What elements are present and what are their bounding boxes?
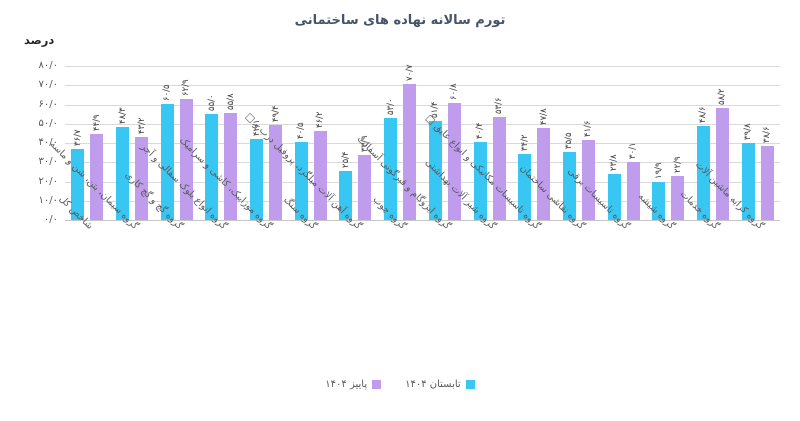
y-axis-tick-label: ۳۰/۰: [38, 156, 58, 168]
bar-summer: [384, 117, 398, 220]
bar-summer: [205, 114, 219, 220]
bar-value-label: ۵۳/۶: [494, 97, 505, 114]
legend-entry-summer: تابستان ۱۴۰۴: [405, 379, 475, 390]
chart-legend: تابستان ۱۴۰۴ پاییز ۱۴۰۴: [0, 379, 800, 390]
legend-entry-autumn: پاییز ۱۴۰۴: [325, 379, 382, 390]
bar-summer: [339, 171, 353, 220]
bar-summer: [652, 181, 666, 220]
bar-value-label: ۴۸/۶: [698, 106, 709, 124]
bar-value-label: ۱۹/۹: [653, 162, 664, 179]
bar-value-label: ۴۷/۸: [538, 108, 549, 125]
bar-summer: [294, 142, 308, 220]
x-axis-line: [65, 220, 780, 221]
gridline: [65, 85, 780, 87]
bar-value-label: ۵۳/۰: [385, 98, 396, 115]
y-axis-tick-label: ۲۰/۰: [38, 175, 58, 187]
bar-value-label: ۲۵/۴: [340, 151, 351, 169]
bar-value-label: ۴۶/۲: [315, 111, 326, 129]
bar-value-label: ۴۱/۶: [583, 120, 594, 137]
bar-autumn: [626, 162, 640, 220]
legend-series-label: پاییز ۱۴۰۴: [325, 379, 368, 390]
bar-value-label: ۶۲/۹: [181, 79, 192, 96]
y-axis-title: درصد: [24, 33, 55, 47]
y-axis-tick-label: ۷۰/۰: [38, 79, 58, 91]
bar-summer: [116, 127, 130, 220]
bar-value-label: ۳۰/۱: [628, 142, 639, 160]
bar-value-label: ۴۰/۵: [296, 122, 307, 140]
y-axis-tick-label: ۰/۰: [43, 214, 58, 225]
bar-summer: [71, 149, 85, 220]
bar-summer: [562, 151, 576, 220]
bar-autumn: [403, 83, 417, 220]
gridline: [65, 66, 780, 67]
bar-autumn: [269, 124, 283, 220]
bar-autumn: [313, 131, 327, 220]
y-axis-tick-label: ۵۰/۰: [38, 117, 58, 129]
y-axis-tick-label: ۸۰/۰: [38, 60, 58, 71]
chart-title: تورم سالانه نهاده های ساختمانی: [294, 13, 506, 28]
bar-autumn: [760, 145, 774, 220]
bar-autumn: [537, 127, 551, 220]
bar-summer: [518, 154, 532, 220]
bar-summer: [696, 126, 710, 220]
bar-summer: [428, 121, 442, 220]
bar-autumn: [671, 175, 685, 220]
legend-color-swatch: [465, 380, 475, 389]
bar-value-label: ۵۵/۸: [225, 93, 236, 110]
legend-color-swatch: [372, 380, 382, 389]
gridline: [65, 200, 780, 202]
bar-value-label: ۶۰/۵: [162, 83, 173, 101]
bar-autumn: [90, 133, 104, 220]
gridline: [65, 123, 780, 125]
bar-value-label: ۴۰/۴: [475, 122, 486, 140]
bar-value-label: ۷۰/۷: [404, 64, 415, 81]
bar-autumn: [715, 107, 729, 220]
bar-value-label: ۳۹/۸: [743, 123, 754, 141]
bar-value-label: ۲۳/۸: [609, 154, 620, 172]
bar-value-label: ۳۸/۶: [762, 126, 773, 143]
bar-autumn: [447, 102, 461, 220]
bar-autumn: [581, 139, 595, 220]
bar-value-label: ۴۴/۹: [91, 114, 102, 131]
y-axis-tick-label: ۴۰/۰: [38, 137, 58, 148]
gridline: [65, 143, 780, 144]
bar-value-label: ۳۴/۲: [519, 134, 530, 152]
bar-autumn: [358, 154, 372, 220]
bar-value-label: ۳۵/۵: [564, 132, 575, 149]
bar-autumn: [224, 112, 238, 220]
bar-summer: [741, 143, 755, 220]
bar-value-label: ۴۸/۳: [117, 107, 128, 125]
bar-value-label: ۲۲/۹: [672, 156, 683, 173]
gridline: [65, 104, 780, 106]
bar-value-label: ۴۹/۴: [270, 105, 281, 122]
bar-value-label: ۵۸/۲: [717, 88, 728, 105]
bar-summer: [607, 174, 621, 220]
bar-summer: [250, 138, 264, 220]
bar-value-label: ۴۳/۲: [136, 117, 147, 134]
bar-autumn: [135, 136, 149, 220]
bar-summer: [160, 103, 174, 220]
y-axis-tick-label: ۶۰/۰: [38, 98, 58, 110]
bar-summer: [473, 142, 487, 220]
bar-autumn: [492, 116, 506, 220]
bar-value-label: ۶۰/۸: [449, 83, 460, 100]
bar-autumn: [179, 98, 193, 220]
bar-value-label: ۳۶/۷: [72, 129, 83, 147]
gridline: [65, 181, 780, 183]
legend-series-label: تابستان ۱۴۰۴: [405, 379, 461, 390]
gridline: [65, 162, 780, 164]
bar-value-label: ۵۵/۰: [206, 94, 217, 112]
y-axis-tick-label: ۱۰/۰: [38, 194, 58, 206]
